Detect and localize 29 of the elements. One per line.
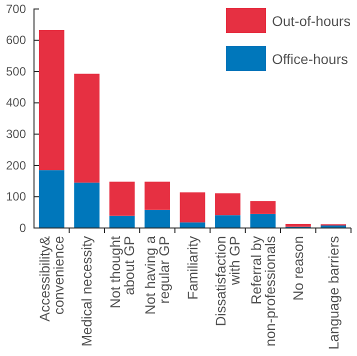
legend-label: Out-of-hours (272, 12, 351, 29)
y-tick-label: 400 (6, 96, 26, 110)
x-tick-label: Medical necessity (78, 236, 95, 346)
bar (109, 216, 135, 228)
x-tick-label: Language barriers (325, 236, 342, 350)
bar (215, 215, 240, 228)
bar (38, 30, 64, 170)
y-tick-label: 700 (6, 2, 26, 16)
bar (109, 182, 135, 216)
x-tick-label: Accessibility& convenience (36, 235, 67, 322)
y-tick-label: 0 (19, 220, 26, 235)
legend-label: Office-hours (272, 50, 348, 67)
y-tick-label: 100 (6, 190, 26, 204)
bar (250, 201, 276, 214)
bar (215, 193, 240, 216)
bar (74, 182, 100, 228)
x-tick-label: No reason (290, 236, 306, 301)
bar (38, 170, 64, 228)
y-tick-label: 500 (6, 64, 26, 78)
y-tick-label: 300 (6, 126, 26, 141)
bar (180, 192, 206, 222)
bar (74, 74, 100, 183)
bar (144, 182, 170, 210)
bar (250, 214, 276, 228)
y-tick-label: 600 (6, 33, 26, 48)
y-tick-label: 200 (6, 158, 26, 172)
bar (144, 210, 170, 228)
x-tick-label: Dissatisfaction with GP (212, 236, 243, 326)
x-tick-label: Familiarity (184, 236, 200, 300)
